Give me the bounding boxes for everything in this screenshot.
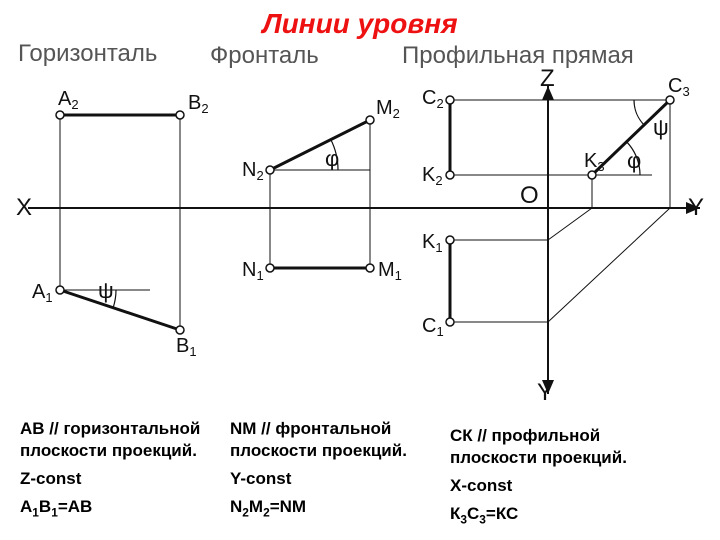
svg-text:φ: φ <box>627 148 641 173</box>
svg-text:K3: K3 <box>584 150 605 174</box>
svg-text:B2: B2 <box>188 92 209 116</box>
caption-nm-const: Y-const <box>230 468 407 490</box>
caption-nm-eq: N2M2=NM <box>230 496 407 521</box>
svg-text:O: O <box>520 182 539 209</box>
caption-ab-line2: плоскости проекций. <box>20 440 200 462</box>
svg-text:B1: B1 <box>176 335 197 359</box>
caption-nm: NM // фронтальной плоскости проекций. Y-… <box>230 418 407 521</box>
caption-ck: СК // профильной плоскости проекций. X-c… <box>450 425 627 528</box>
svg-text:N2: N2 <box>242 159 264 183</box>
svg-text:N1: N1 <box>242 259 264 283</box>
svg-text:M2: M2 <box>376 97 400 121</box>
svg-text:A1: A1 <box>32 281 53 305</box>
svg-text:C1: C1 <box>422 315 444 339</box>
caption-ck-line2: плоскости проекций. <box>450 447 627 469</box>
svg-text:ψ: ψ <box>98 278 114 303</box>
svg-text:C2: C2 <box>422 87 444 111</box>
svg-text:ψ: ψ <box>653 115 669 140</box>
svg-text:K1: K1 <box>422 231 443 255</box>
caption-nm-line1: NM // фронтальной <box>230 418 407 440</box>
caption-ck-line1: СК // профильной <box>450 425 627 447</box>
svg-text:φ: φ <box>325 146 339 171</box>
caption-ck-const: X-const <box>450 475 627 497</box>
svg-text:A2: A2 <box>58 88 79 112</box>
svg-text:Y: Y <box>688 194 704 221</box>
caption-ab-const: Z-const <box>20 468 200 490</box>
svg-text:C3: C3 <box>668 75 690 99</box>
svg-text:X: X <box>16 194 32 221</box>
caption-ab: АВ // горизонтальной плоскости проекций.… <box>20 418 200 521</box>
caption-ab-line1: АВ // горизонтальной <box>20 418 200 440</box>
caption-ab-eq: А1В1=АВ <box>20 496 200 521</box>
caption-nm-line2: плоскости проекций. <box>230 440 407 462</box>
svg-text:Z: Z <box>540 65 555 92</box>
svg-text:M1: M1 <box>378 259 402 283</box>
caption-ck-eq: К3С3=КС <box>450 503 627 528</box>
svg-text:K2: K2 <box>422 164 443 188</box>
svg-text:Y: Y <box>537 379 553 406</box>
